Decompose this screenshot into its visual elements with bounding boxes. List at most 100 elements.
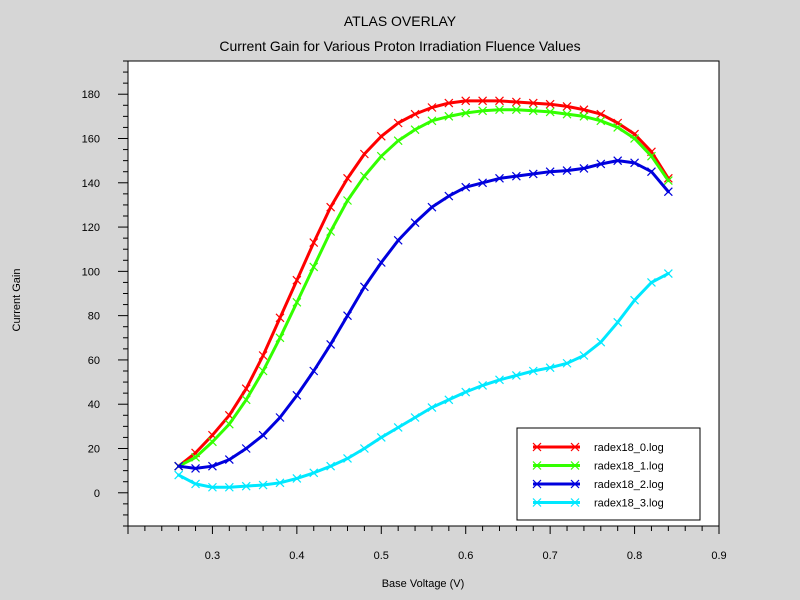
data-point [579, 351, 589, 360]
data-point [444, 191, 454, 201]
data-point [292, 275, 302, 285]
data-point [444, 98, 454, 108]
data-point [444, 395, 454, 405]
data-point [545, 167, 555, 177]
legend-item: radex18_2.log [532, 479, 664, 491]
data-point [528, 169, 538, 179]
legend-marker [570, 461, 580, 470]
data-point [258, 430, 268, 440]
data-point [444, 111, 454, 121]
data-point [376, 433, 386, 442]
data-point [275, 313, 285, 323]
y-tick-label: 20 [88, 444, 100, 456]
legend-marker [532, 461, 542, 470]
y-tick-label: 100 [82, 266, 100, 278]
data-point [478, 96, 488, 106]
data-point [579, 111, 589, 121]
data-point [376, 131, 386, 141]
y-tick-label: 180 [82, 89, 100, 101]
y-tick-label: 120 [82, 222, 100, 234]
legend-marker [532, 442, 542, 452]
data-point [309, 468, 319, 478]
data-point [596, 337, 606, 347]
x-tick-label: 0.4 [289, 550, 304, 562]
data-point [326, 202, 336, 212]
data-point [427, 403, 437, 412]
series-2 [174, 156, 673, 473]
data-point [410, 413, 420, 422]
data-point [613, 156, 623, 166]
data-point [326, 461, 336, 471]
data-point [208, 437, 217, 447]
legend-marker [570, 442, 580, 452]
x-tick-label: 0.3 [205, 550, 220, 562]
data-point [393, 136, 403, 146]
legend-label: radex18_2.log [594, 479, 664, 491]
data-point [241, 384, 251, 394]
legend-item: radex18_1.log [532, 461, 664, 473]
data-point [393, 423, 403, 432]
data-point [663, 269, 673, 278]
y-tick-label: 80 [88, 311, 100, 323]
data-point [224, 419, 234, 429]
data-point [461, 96, 471, 106]
data-point [596, 109, 606, 119]
data-point [495, 105, 504, 115]
data-point [613, 317, 623, 327]
data-point [461, 182, 471, 192]
chart-title: ATLAS OVERLAY [344, 13, 457, 29]
data-point [258, 366, 268, 376]
data-point [359, 444, 369, 453]
data-point [495, 173, 504, 183]
data-point [545, 99, 555, 109]
data-point [545, 107, 555, 117]
legend-label: radex18_0.log [594, 442, 664, 454]
data-point [343, 311, 352, 321]
legend-item: radex18_3.log [532, 498, 664, 510]
data-point [427, 116, 437, 126]
data-point [309, 366, 319, 376]
data-point [410, 109, 420, 119]
data-point [208, 461, 217, 471]
y-axis: 0 20 40 60 80 100 120 140 160 180 [82, 60, 128, 527]
data-point [191, 479, 200, 489]
series-line [177, 99, 670, 468]
data-point [528, 366, 538, 376]
data-point [663, 176, 673, 185]
data-point [258, 351, 268, 360]
data-point [343, 173, 352, 183]
data-point [224, 482, 234, 492]
data-point [545, 363, 555, 373]
data-point [579, 105, 589, 115]
series-0 [174, 96, 673, 471]
series-3 [174, 269, 673, 492]
data-point [596, 159, 606, 169]
data-point [275, 333, 285, 343]
data-point [275, 413, 285, 422]
data-point [511, 371, 521, 380]
data-point [343, 196, 352, 205]
data-point [478, 380, 488, 390]
data-point [613, 123, 623, 132]
legend-marker [532, 479, 542, 489]
data-point [309, 262, 319, 272]
data-point [241, 395, 251, 405]
data-point [630, 158, 639, 168]
data-point [174, 470, 184, 480]
legend-marker [532, 498, 542, 507]
x-axis: 0.3 0.4 0.5 0.6 0.7 0.8 0.9 [127, 526, 727, 562]
data-point [461, 387, 471, 397]
data-point [461, 108, 471, 118]
data-point [647, 278, 656, 287]
data-point [562, 166, 572, 176]
legend-box [516, 427, 701, 521]
data-point [359, 149, 369, 159]
data-point [630, 134, 639, 143]
data-point [528, 106, 538, 116]
x-tick-label: 0.7 [542, 550, 557, 562]
data-point [191, 452, 200, 462]
data-point [359, 171, 369, 181]
series-1 [174, 105, 673, 471]
data-point [495, 375, 504, 385]
